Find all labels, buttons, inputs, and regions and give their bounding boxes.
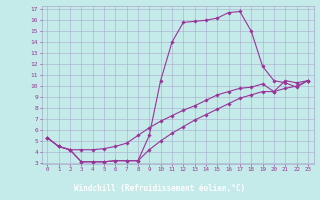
Text: Windchill (Refroidissement éolien,°C): Windchill (Refroidissement éolien,°C) <box>75 184 245 193</box>
